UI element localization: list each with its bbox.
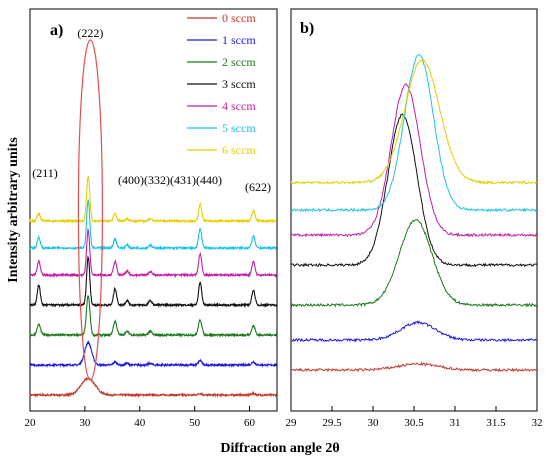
panel-b-curve xyxy=(290,59,538,185)
legend-entry: 6 sccm xyxy=(222,143,256,157)
panel-a-curves xyxy=(29,175,278,398)
panel-a-peak-annotation: (622) xyxy=(245,180,271,194)
y-axis-label: Intensity arbitrary units xyxy=(6,137,21,283)
panel-a-curve xyxy=(29,255,278,309)
panel-b-x-tick-label: 29.5 xyxy=(322,417,342,429)
panel-b-x-tick-label: 30 xyxy=(368,417,380,429)
panel-b-x-axis: 29 29.5 30 30.5 31 31.5 32 xyxy=(286,406,543,429)
panel-b-curve xyxy=(290,54,538,213)
panel-a-annotations: (222) (211) (400)(332)(431)(440) (622) xyxy=(32,26,271,194)
panel-b-curve xyxy=(290,320,538,343)
legend-entry: 0 sccm xyxy=(222,11,256,25)
panel-b-curve xyxy=(290,361,538,373)
panel-a-x-axis: 20 30 40 50 60 xyxy=(25,406,256,429)
panel-b-label: b) xyxy=(300,20,314,37)
legend-entry: 4 sccm xyxy=(222,99,256,113)
panel-a-x-tick-label: 50 xyxy=(189,417,201,429)
panel-a-curve xyxy=(29,199,277,251)
panel-a-curve xyxy=(29,376,278,398)
panel-a-x-tick-label: 40 xyxy=(134,417,146,429)
legend-entry: 1 sccm xyxy=(222,33,256,47)
panel-a-x-tick-label: 30 xyxy=(79,417,91,429)
panel-a-peak-annotation: (222) xyxy=(77,26,103,40)
panel-a-peak-annotation: (211) xyxy=(32,166,58,180)
x-axis-label: Diffraction angle 2θ xyxy=(220,441,339,456)
panel-a-curve xyxy=(29,175,277,224)
legend-entry: 2 sccm xyxy=(222,55,256,69)
panel-a: 20 30 40 50 60 (222) (211) (400)(332)(431)(440… xyxy=(25,8,278,429)
panel-a-curve xyxy=(29,227,278,279)
panel-a-curve xyxy=(29,294,278,338)
panel-a-label: a) xyxy=(50,22,63,39)
panel-a-frame xyxy=(29,8,278,412)
panel-b: 29 29.5 30 30.5 31 31.5 32 b) xyxy=(286,8,543,429)
panel-b-curve xyxy=(290,83,538,238)
panel-a-curve xyxy=(29,340,277,368)
panel-b-curves xyxy=(290,54,538,373)
panel-b-x-tick-label: 32 xyxy=(532,417,543,429)
panel-a-peak-annotation: (400)(332)(431)(440) xyxy=(118,173,222,187)
legend-entry: 5 sccm xyxy=(222,121,256,135)
panel-b-x-tick-label: 29 xyxy=(286,417,298,429)
panel-b-x-tick-label: 30.5 xyxy=(404,417,424,429)
panel-b-curve xyxy=(290,219,538,308)
panel-a-highlight-ellipse xyxy=(77,39,103,381)
legend-entry: 3 sccm xyxy=(222,77,256,91)
panel-a-x-tick-label: 20 xyxy=(25,417,37,429)
legend: 0 sccm 1 sccm 2 sccm 3 sccm 4 sccm 5 sccm 6 sc… xyxy=(187,11,256,157)
panel-b-x-tick-label: 31 xyxy=(450,417,461,429)
panel-b-x-tick-label: 31.5 xyxy=(486,417,506,429)
panel-a-x-tick-label: 60 xyxy=(244,417,256,429)
panel-b-curve xyxy=(290,113,538,268)
